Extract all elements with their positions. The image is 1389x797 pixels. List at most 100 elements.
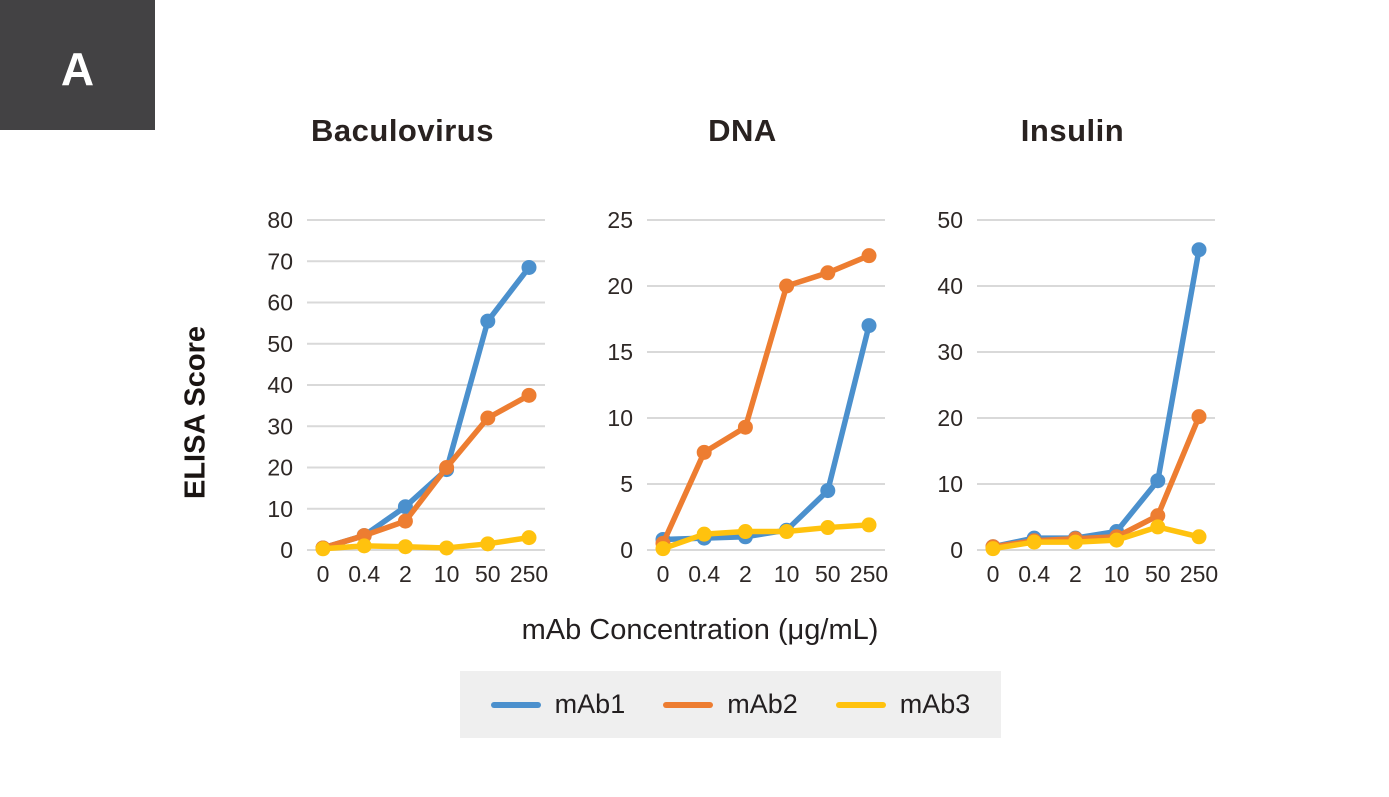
x-tick-label: 0 <box>987 561 1000 585</box>
legend: mAb1 mAb2 mAb3 <box>460 671 1001 738</box>
data-point-mAb1 <box>521 259 537 275</box>
x-tick-label: 0 <box>317 561 330 585</box>
y-tick-label: 40 <box>267 372 293 398</box>
data-point-mAb3 <box>737 524 753 540</box>
x-tick-label: 2 <box>399 561 412 585</box>
data-point-mAb2 <box>521 387 537 403</box>
data-point-mAb2 <box>696 444 712 460</box>
data-point-mAb3 <box>820 520 836 536</box>
x-tick-label: 0.4 <box>348 561 380 585</box>
y-tick-label: 10 <box>607 405 633 431</box>
y-tick-label: 0 <box>950 537 963 563</box>
data-point-mAb3 <box>480 536 496 552</box>
baculovirus-line-chart: 0 10 20 30 40 50 60 70 80 0 0.4 2 10 50 250 <box>267 207 548 585</box>
x-tick-label: 10 <box>1104 561 1130 585</box>
y-tick-label: 10 <box>267 496 293 522</box>
data-point-mAb2 <box>356 528 372 544</box>
panel-label: A <box>60 43 95 95</box>
y-tick-label: 0 <box>280 537 293 563</box>
data-point-mAb3 <box>356 538 372 554</box>
data-point-mAb2 <box>1191 409 1207 425</box>
panel-label-box: A <box>0 0 155 130</box>
chart-title-baculovirus: Baculovirus <box>311 113 494 148</box>
y-tick-label: 60 <box>267 290 293 316</box>
data-point-mAb2 <box>1150 508 1166 524</box>
data-point-mAb3 <box>1109 532 1125 548</box>
data-point-mAb2 <box>397 513 413 529</box>
legend-label: mAb3 <box>899 689 971 719</box>
x-tick-label: 50 <box>475 561 501 585</box>
legend-item-mAb1: mAb1 <box>490 689 626 720</box>
data-point-mAb3 <box>397 539 413 555</box>
data-point-mAb1 <box>1191 242 1207 258</box>
y-tick-label: 0 <box>620 537 633 563</box>
data-point-mAb3 <box>861 517 877 533</box>
y-tick-label: 15 <box>607 339 633 365</box>
legend-label: mAb1 <box>554 689 626 719</box>
y-tick-label: 20 <box>937 405 963 431</box>
y-tick-label: 20 <box>607 273 633 299</box>
x-tick-label: 0.4 <box>688 561 720 585</box>
data-point-mAb2 <box>480 410 496 426</box>
chart-insulin: Insulin 0 10 20 30 40 50 0 0.4 2 10 50 250 <box>915 105 1230 585</box>
y-tick-label: 70 <box>267 248 293 274</box>
x-tick-label: 250 <box>1180 561 1218 585</box>
data-point-mAb2 <box>737 419 753 435</box>
data-point-mAb3 <box>985 541 1001 557</box>
x-tick-label: 250 <box>510 561 548 585</box>
legend-item-mAb3: mAb3 <box>835 689 971 720</box>
x-axis-label: mAb Concentration (μg/mL) <box>521 614 879 646</box>
x-tick-label: 50 <box>1145 561 1171 585</box>
chart-baculovirus: Baculovirus 0 10 20 30 40 50 60 70 80 0 0.4 2 10 50 25… <box>245 105 560 585</box>
y-tick-label: 5 <box>620 471 633 497</box>
y-tick-label: 80 <box>267 207 293 233</box>
y-tick-label: 30 <box>937 339 963 365</box>
data-point-mAb3 <box>521 530 537 546</box>
data-point-mAb3 <box>439 540 455 556</box>
y-tick-label: 20 <box>267 455 293 481</box>
y-tick-label: 50 <box>937 207 963 233</box>
y-tick-label: 25 <box>607 207 633 233</box>
x-tick-label: 0 <box>657 561 670 585</box>
y-tick-label: 50 <box>267 331 293 357</box>
data-point-mAb3 <box>1150 519 1166 535</box>
data-point-mAb1 <box>480 313 496 329</box>
legend-swatch-mAb2 <box>663 701 714 708</box>
data-point-mAb1 <box>397 499 413 515</box>
series-line-mAb2 <box>660 252 872 547</box>
data-point-mAb3 <box>779 524 795 540</box>
chart-title-insulin: Insulin <box>1020 113 1125 148</box>
series-line-mAb2 <box>320 392 532 551</box>
insulin-line-chart: 0 10 20 30 40 50 0 0.4 2 10 50 250 <box>937 207 1218 585</box>
data-point-mAb2 <box>820 265 836 281</box>
chart-title-dna: DNA <box>708 113 777 148</box>
y-tick-label: 10 <box>937 471 963 497</box>
x-tick-label: 2 <box>739 561 752 585</box>
y-axis-label: ELISA Score <box>179 326 212 499</box>
x-tick-label: 0.4 <box>1018 561 1050 585</box>
y-tick-label: 30 <box>267 413 293 439</box>
data-point-mAb3 <box>315 541 331 557</box>
x-tick-label: 10 <box>434 561 460 585</box>
legend-label: mAb2 <box>727 689 798 719</box>
x-tick-label: 50 <box>815 561 841 585</box>
data-point-mAb3 <box>1067 534 1083 550</box>
data-point-mAb3 <box>655 541 671 557</box>
series-line-mAb1 <box>320 264 532 551</box>
legend-swatch-mAb1 <box>490 701 541 708</box>
series-line-mAb3 <box>660 522 872 552</box>
data-point-mAb2 <box>861 248 877 264</box>
chart-dna: DNA 0 5 10 15 20 25 0 0.4 2 10 50 250 <box>585 105 900 585</box>
data-point-mAb2 <box>439 460 455 475</box>
data-point-mAb1 <box>861 318 877 334</box>
data-point-mAb3 <box>1191 529 1207 545</box>
series-line-mAb1 <box>990 246 1202 550</box>
legend-swatch-mAb3 <box>835 701 886 708</box>
legend-item-mAb2: mAb2 <box>663 689 798 720</box>
data-point-mAb1 <box>820 483 836 499</box>
data-point-mAb2 <box>779 278 795 294</box>
data-point-mAb3 <box>1026 534 1042 550</box>
x-tick-label: 250 <box>850 561 888 585</box>
